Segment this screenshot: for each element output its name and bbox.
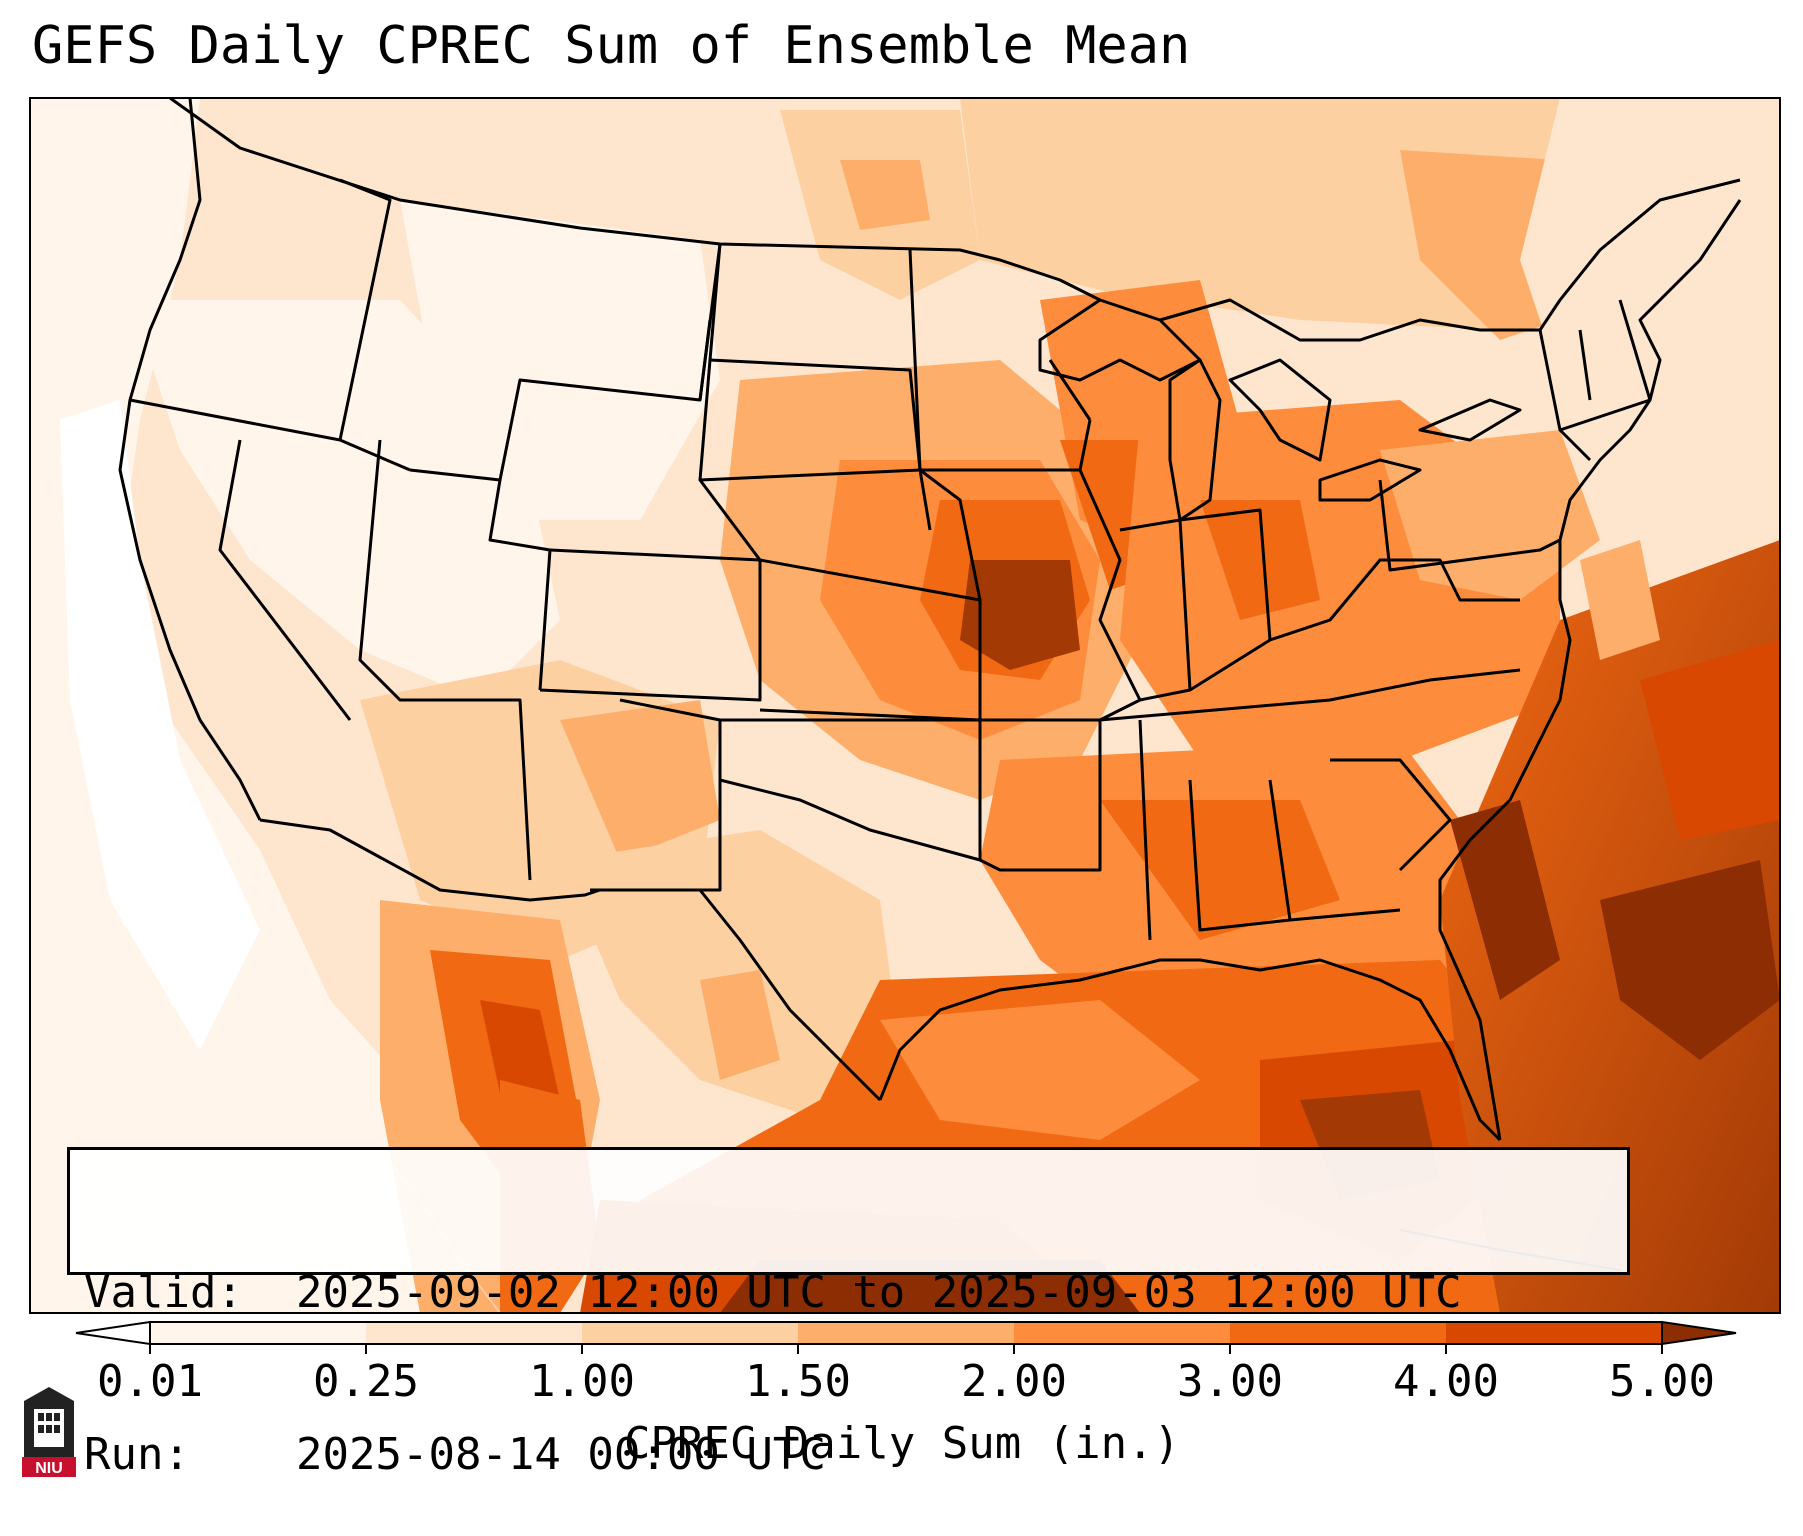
colorbar-tick-label: 1.50 — [745, 1356, 851, 1407]
colorbar-tick-label: 0.01 — [97, 1356, 203, 1407]
map-border — [29, 97, 1781, 1314]
colorbar-over-extend — [1661, 1320, 1737, 1346]
colorbar-tick-label: 3.00 — [1177, 1356, 1283, 1407]
colorbar-bin — [1014, 1322, 1231, 1344]
niu-logo: NIU — [22, 1387, 76, 1477]
state-boundaries — [118, 98, 1742, 1142]
niu-logo-text: NIU — [35, 1460, 63, 1477]
info-box: Valid: 2025-09-02 12:00 UTC to 2025-09-03… — [67, 1147, 1630, 1480]
colorbar — [75, 1320, 1737, 1354]
valid-label: Valid: — [84, 1267, 243, 1318]
colorbar-bin — [582, 1322, 799, 1344]
valid-value: 2025-09-02 12:00 UTC to 2025-09-03 12:00… — [296, 1267, 1462, 1318]
colorbar-bin — [798, 1322, 1015, 1344]
run-line: Run: 2025-08-14 00:00 UTC — [84, 1428, 1627, 1482]
colorbar-tick-label: 2.00 — [961, 1356, 1067, 1407]
colorbar-tick-label: 0.25 — [313, 1356, 419, 1407]
valid-line: Valid: 2025-09-02 12:00 UTC to 2025-09-03… — [84, 1266, 1627, 1320]
colorbar-bin — [150, 1322, 367, 1344]
colorbar-tick-label: 5.00 — [1609, 1356, 1715, 1407]
precipitation-map — [29, 97, 1781, 1314]
run-value: 2025-08-14 00:00 UTC — [296, 1429, 826, 1480]
colorbar-bin — [1446, 1322, 1663, 1344]
colorbar-label: CPREC Daily Sum (in.) — [623, 1418, 1181, 1469]
colorbar-bin — [366, 1322, 583, 1344]
colorbar-under-extend — [75, 1320, 151, 1346]
colorbar-tick-label: 4.00 — [1393, 1356, 1499, 1407]
colorbar-border — [149, 1321, 1663, 1345]
run-label: Run: — [84, 1429, 190, 1480]
colorbar-bin — [1230, 1322, 1447, 1344]
map-title: GEFS Daily CPREC Sum of Ensemble Mean — [32, 16, 1191, 76]
colorbar-tick-label: 1.00 — [529, 1356, 635, 1407]
